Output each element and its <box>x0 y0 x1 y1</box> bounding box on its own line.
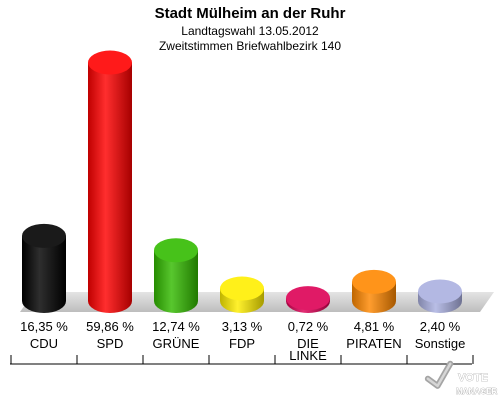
value-label: 4,81 % <box>354 319 395 334</box>
bar-grüne <box>154 238 198 313</box>
category-label: DIE LINKE <box>289 336 327 363</box>
value-label: 16,35 % <box>20 319 68 334</box>
value-label-group: 16,35 % 59,86 % 12,74 % 3,13 % 0,72 % 4,81 % 2… <box>20 319 461 334</box>
category-label: SPD <box>97 336 124 351</box>
chart-title: Stadt Mülheim an der Ruhr <box>155 5 346 22</box>
category-label: FDP <box>229 336 255 351</box>
category-label: Sonstige <box>415 336 466 351</box>
bar-piraten <box>352 269 396 313</box>
vote-manager-logo: VOTE MANAGER <box>424 360 498 396</box>
bar-die-linke <box>286 286 330 313</box>
checkmark-icon <box>424 360 454 389</box>
bar-cdu <box>22 223 66 313</box>
logo-text-vote: VOTE <box>458 372 488 384</box>
value-label: 59,86 % <box>86 319 134 334</box>
category-label: PIRATEN <box>346 336 401 351</box>
chart-subtitle-election: Landtagswahl 13.05.2012 <box>181 24 319 38</box>
value-label: 0,72 % <box>288 319 329 334</box>
value-label: 12,74 % <box>152 319 200 334</box>
bar-sonstige <box>418 279 462 313</box>
bar-spd <box>88 50 132 314</box>
logo-text-manager: MANAGER <box>456 387 498 396</box>
bar-group <box>22 50 462 314</box>
category-label: GRÜNE <box>153 336 200 351</box>
chart-subtitle-district: Zweitstimmen Briefwahlbezirk 140 <box>159 39 341 53</box>
category-label: CDU <box>30 336 58 351</box>
category-tick-group <box>10 355 474 364</box>
bar-fdp <box>220 276 264 313</box>
value-label: 3,13 % <box>222 319 263 334</box>
category-label-group: CDU SPD GRÜNE FDP DIE LINKE PIRATEN Sonstige <box>30 336 465 363</box>
value-label: 2,40 % <box>420 319 461 334</box>
